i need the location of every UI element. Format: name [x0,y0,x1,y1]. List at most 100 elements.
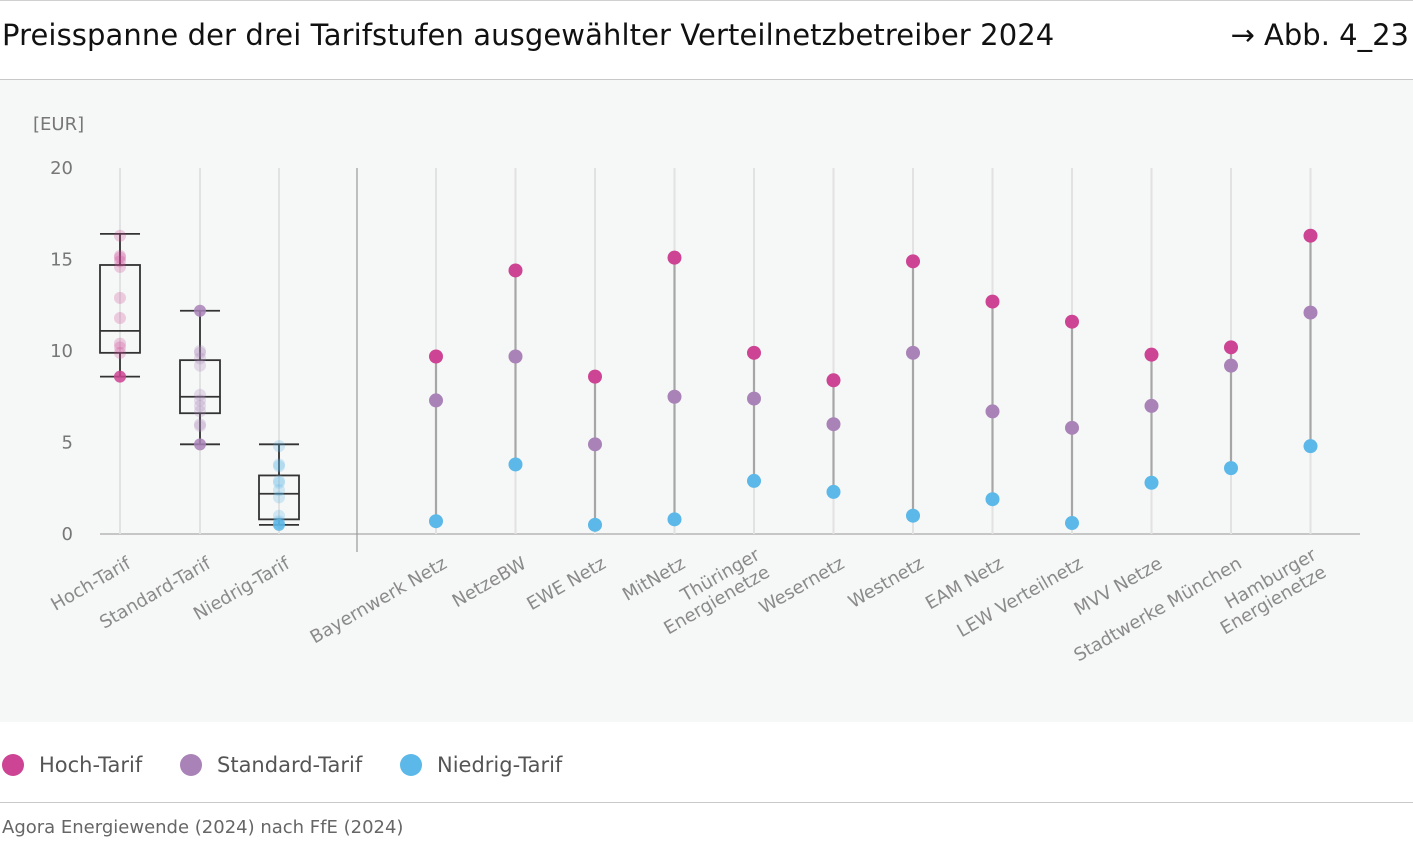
boxplot-box [99,264,141,354]
legend: Hoch-Tarif Standard-Tarif Niedrig-Tarif [0,745,1413,785]
boxplot-point [273,460,285,473]
legend-label-standard: Standard-Tarif [217,753,363,777]
connector-layer [434,235,1312,525]
boxplot-point [114,249,126,262]
data-point-standard [826,417,841,432]
boxplot-point [114,370,126,383]
x-tick-label-operator: EWE Netz [523,553,609,615]
data-point-standard [906,345,920,360]
boxplot-point [273,491,285,504]
x-tick-label-line: NetzeBW [449,553,530,612]
legend-swatch-hoch [2,754,24,776]
x-tick-label-line: Wesernetz [756,553,848,618]
data-point-niedrig [1224,461,1238,476]
boxplot-point [114,291,126,304]
chart-svg: 0 5 10 15 20 Hoch-TarifStandard-TarifNiedrig… [33,114,1360,666]
data-point-hoch [667,250,682,265]
boxplot-point [114,337,126,350]
figure-reference-link[interactable]: → Abb. 4_23 [1230,18,1409,52]
data-point-standard [1144,398,1159,413]
points-layer [114,228,1318,532]
boxplot-point [273,509,285,522]
y-tick-label: 15 [50,250,73,271]
x-tick-label-line: Bayernwerk Netz [307,553,451,648]
boxplot-point [114,346,126,359]
data-point-hoch [508,263,523,278]
data-point-niedrig [747,473,761,488]
x-tick-label-line: MitNetz [619,553,689,606]
data-point-hoch [985,294,1000,309]
x-tick-label-line: Westnetz [845,553,928,613]
x-tick-label-operator: Westnetz [845,553,928,613]
header: Preisspanne der drei Tarifstufen ausgewä… [0,0,1413,78]
data-point-niedrig [985,492,1000,507]
boxplot-point [273,474,285,487]
boxplot-point [114,255,126,268]
data-point-hoch [1224,340,1238,355]
boxplot-point [194,418,206,431]
data-point-hoch [826,373,841,388]
data-point-hoch [906,254,920,269]
legend-label-niedrig: Niedrig-Tarif [437,753,563,777]
boxplot-point [194,399,206,412]
boxplot-point [194,420,206,433]
boxplot-point [273,458,285,471]
plot-background [0,80,1413,722]
data-point-niedrig [429,514,443,529]
data-point-standard [667,389,682,404]
legend-swatch-standard [180,754,202,776]
boxplot-point [114,312,126,325]
boxplot-point [273,484,285,497]
data-point-hoch [1065,314,1079,329]
y-tick-label: 0 [62,524,73,545]
legend-item-standard: Standard-Tarif [180,745,362,785]
data-point-standard [429,393,443,408]
chart-title: Preisspanne der drei Tarifstufen ausgewä… [2,18,1055,52]
boxplot-point [194,388,206,401]
data-point-niedrig [508,457,523,472]
grid-layer: 0 5 10 15 20 [50,158,1360,552]
x-tick-label-operator: NetzeBW [449,553,530,612]
data-point-niedrig [906,508,920,523]
data-point-niedrig [826,484,841,499]
boxplot-point [273,518,285,531]
x-tick-label-operator: Bayernwerk Netz [307,553,451,648]
boxplot-box [179,359,221,415]
data-point-standard [747,391,761,406]
boxplot-point [273,517,285,530]
y-tick-label: 10 [50,341,73,362]
data-point-niedrig [1303,439,1318,454]
boxplot-point [273,515,285,528]
legend-label-hoch: Hoch-Tarif [39,753,143,777]
header-rule [0,79,1413,80]
data-point-standard [1065,420,1079,435]
y-tick-label: 20 [50,158,73,179]
data-point-hoch [588,369,602,384]
boxplot-point [194,352,206,365]
y-tick-label: 5 [62,433,73,454]
x-tick-label-operator: MitNetz [619,553,689,606]
boxplot-point [194,394,206,407]
boxplot-point [273,440,285,453]
data-point-hoch [747,345,761,360]
data-point-standard [588,437,602,452]
data-point-niedrig [588,517,602,532]
legend-swatch-niedrig [400,754,422,776]
data-point-standard [985,404,1000,419]
source-note: Agora Energiewende (2024) nach FfE (2024… [2,817,404,838]
data-point-hoch [429,349,443,364]
footer-rule [0,802,1413,803]
boxplot-point [194,345,206,357]
y-axis-label: [EUR] [33,114,84,135]
data-point-niedrig [1065,516,1079,531]
boxplot-point [114,341,126,354]
legend-item-niedrig: Niedrig-Tarif [400,745,562,785]
data-point-standard [1303,305,1318,320]
data-point-hoch [1303,228,1318,243]
data-point-standard [1224,358,1238,373]
x-tick-label-line: EWE Netz [523,553,609,615]
data-point-standard [508,349,523,364]
x-tick-label-operator: Wesernetz [756,553,848,618]
boxplot-point [194,346,206,359]
